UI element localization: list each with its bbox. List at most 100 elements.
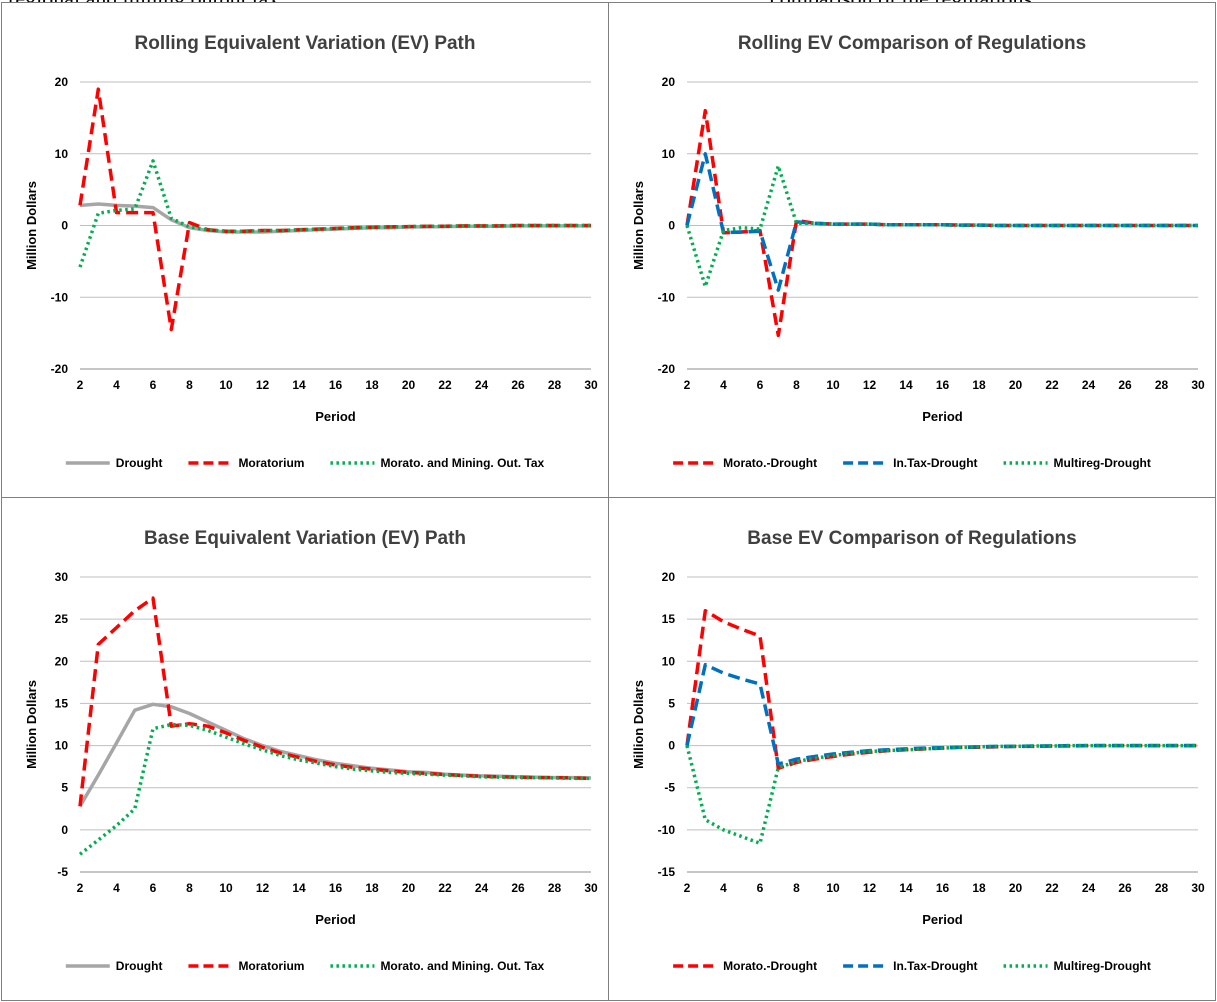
chart-base-ev-path: Base Equivalent Variation (EV) Path -5 0 5 1… [24, 528, 598, 973]
series-line-multireg-drought [685, 743, 1198, 846]
x-tick-label: 22 [438, 881, 452, 895]
x-tick-label: 28 [548, 378, 562, 392]
x-tick-label: 8 [186, 378, 193, 392]
x-tick-label: 24 [1082, 881, 1096, 895]
chart-panel-rolling-ev-path: Rolling Equivalent Variation (EV) Path -2… [1, 2, 609, 498]
x-axis-label: Period [315, 409, 356, 424]
x-tick-label: 2 [684, 378, 691, 392]
y-tick-label: 0 [61, 823, 68, 837]
series-line-morato-and-mining-out-tax [78, 722, 591, 856]
x-tick-label: 20 [1009, 378, 1023, 392]
x-tick-label: 24 [475, 378, 489, 392]
legend: Drought Moratorium Morato. and Mining. Out… [65, 456, 545, 470]
x-tick-label: 6 [757, 378, 764, 392]
y-tick-label: -5 [57, 865, 68, 879]
y-tick-label: -10 [658, 290, 676, 304]
y-tick-label: 0 [668, 219, 675, 233]
x-axis-label: Period [922, 409, 963, 424]
x-tick-label: 8 [186, 881, 193, 895]
x-axis-label: Period [315, 912, 356, 927]
y-tick-label: 30 [55, 570, 69, 584]
y-axis-label: Million Dollars [631, 680, 646, 769]
x-tick-label: 16 [936, 378, 950, 392]
chart-title: Base EV Comparison of Regulations [747, 528, 1076, 549]
chart-title: Base Equivalent Variation (EV) Path [144, 528, 466, 549]
legend-label: Morato. and Mining. Out. Tax [380, 959, 544, 973]
chart-panel-base-ev-comparison: Base EV Comparison of Regulations -15 -10 -… [608, 497, 1216, 1001]
x-tick-label: 10 [219, 378, 233, 392]
y-axis-label: Million Dollars [24, 181, 39, 270]
y-tick-label: 20 [662, 570, 676, 584]
y-tick-label: 15 [662, 612, 676, 626]
x-tick-label: 18 [365, 881, 379, 895]
chart-base-ev-comparison: Base EV Comparison of Regulations -15 -10 -… [631, 528, 1205, 973]
legend-label: Morato.-Drought [723, 456, 817, 470]
legend-label: Morato. and Mining. Out. Tax [380, 456, 544, 470]
x-tick-label: 14 [292, 881, 306, 895]
series-line-morato-drought [685, 108, 1198, 338]
legend-label: Multireg-Drought [1054, 959, 1151, 973]
x-tick-label: 24 [475, 881, 489, 895]
y-tick-label: 20 [662, 75, 676, 89]
legend-label: Multireg-Drought [1054, 456, 1151, 470]
series-line-multireg-drought [685, 164, 1198, 289]
y-axis-label: Million Dollars [631, 181, 646, 270]
y-tick-label: -10 [51, 290, 69, 304]
x-tick-label: 12 [863, 881, 877, 895]
series-line-moratorium [78, 596, 592, 807]
x-tick-label: 18 [365, 378, 379, 392]
series-line-in-tax-drought [685, 152, 1198, 292]
y-tick-label: 10 [662, 147, 676, 161]
y-tick-label: 20 [55, 75, 69, 89]
y-tick-label: 0 [61, 219, 68, 233]
chart-panel-rolling-ev-comparison: Rolling EV Comparison of Regulations -20 -… [608, 2, 1216, 498]
y-tick-label: 10 [55, 739, 69, 753]
chart-rolling-ev-path: Rolling Equivalent Variation (EV) Path -2… [24, 33, 598, 470]
legend-label: Drought [116, 959, 163, 973]
x-tick-label: 28 [1155, 378, 1169, 392]
y-tick-label: 15 [55, 696, 69, 710]
x-tick-label: 26 [1118, 881, 1132, 895]
legend: Drought Moratorium Morato. and Mining. Out… [65, 959, 545, 973]
x-tick-label: 28 [1155, 881, 1169, 895]
y-tick-label: -20 [51, 362, 69, 376]
x-tick-label: 26 [1118, 378, 1132, 392]
x-tick-label: 30 [1191, 378, 1205, 392]
y-tick-label: -20 [658, 362, 676, 376]
legend-label: In.Tax-Drought [893, 456, 977, 470]
x-tick-label: 10 [826, 881, 840, 895]
x-tick-label: 22 [1045, 881, 1059, 895]
x-tick-label: 12 [256, 378, 270, 392]
x-tick-label: 2 [684, 881, 691, 895]
legend-label: Drought [116, 456, 163, 470]
chart-panel-base-ev-path: Base Equivalent Variation (EV) Path -5 0 5 1… [1, 497, 609, 1001]
y-tick-label: 0 [668, 739, 675, 753]
x-tick-label: 30 [1191, 881, 1205, 895]
x-tick-label: 10 [826, 378, 840, 392]
x-tick-label: 10 [219, 881, 233, 895]
x-tick-label: 30 [584, 378, 598, 392]
legend: Morato.-Drought In.Tax-Drought Multireg-Dr… [673, 456, 1151, 470]
series-line-drought [78, 702, 592, 808]
chart-rolling-ev-comparison: Rolling EV Comparison of Regulations -20 -… [631, 33, 1205, 470]
chart-title: Rolling Equivalent Variation (EV) Path [135, 33, 476, 54]
x-tick-label: 4 [720, 378, 727, 392]
y-tick-label: 25 [55, 612, 69, 626]
series-line-moratorium [78, 87, 591, 332]
x-tick-label: 14 [899, 881, 913, 895]
x-tick-label: 28 [548, 881, 562, 895]
x-tick-label: 16 [329, 881, 343, 895]
x-tick-label: 26 [511, 881, 525, 895]
x-tick-label: 2 [77, 881, 84, 895]
legend-label: Moratorium [238, 456, 304, 470]
x-tick-label: 6 [150, 378, 157, 392]
legend-label: Moratorium [238, 959, 304, 973]
y-tick-label: 10 [55, 147, 69, 161]
x-tick-label: 24 [1082, 378, 1096, 392]
x-axis-label: Period [922, 912, 963, 927]
x-tick-label: 4 [720, 881, 727, 895]
x-tick-label: 8 [793, 378, 800, 392]
x-tick-label: 16 [329, 378, 343, 392]
x-tick-label: 4 [113, 378, 120, 392]
x-tick-label: 12 [256, 881, 270, 895]
